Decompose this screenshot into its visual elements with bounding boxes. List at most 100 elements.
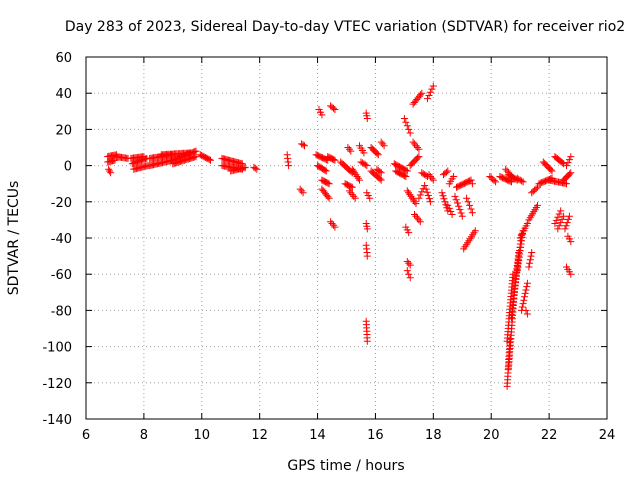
data-point <box>464 198 472 206</box>
data-point <box>523 279 531 287</box>
data-point <box>548 167 556 175</box>
data-point <box>554 213 562 221</box>
data-point <box>516 176 524 184</box>
data-point <box>467 205 475 213</box>
data-point <box>408 194 416 202</box>
data-point <box>416 218 424 226</box>
data-point <box>373 150 381 157</box>
data-point <box>418 169 426 177</box>
x-tick-label: 10 <box>194 428 211 443</box>
data-point <box>331 156 339 164</box>
data-point <box>411 140 418 148</box>
data-point <box>415 145 423 153</box>
data-point <box>363 162 371 170</box>
data-point <box>444 201 452 209</box>
data-point <box>406 261 414 269</box>
data-point <box>105 165 113 173</box>
data-point <box>363 337 371 345</box>
x-tick-labels: 6 8 10 12 14 16 18 20 22 24 <box>82 428 615 443</box>
data-point <box>192 153 200 161</box>
data-point <box>250 163 258 171</box>
data-point <box>525 263 533 271</box>
data-point <box>429 82 437 90</box>
data-point <box>440 195 448 203</box>
data-point <box>403 122 411 130</box>
data-point <box>555 222 563 230</box>
x-tick-label: 20 <box>483 428 500 443</box>
data-point <box>354 174 362 182</box>
data-point <box>411 211 418 218</box>
chart-title: Day 283 of 2023, Sidereal Day-to-day VTE… <box>65 19 625 35</box>
data-point <box>445 204 453 212</box>
data-point <box>526 256 534 264</box>
data-point <box>376 175 384 183</box>
data-point <box>418 89 426 97</box>
data-point <box>207 156 214 164</box>
data-point <box>463 194 471 202</box>
data-point <box>428 174 436 182</box>
data-point <box>415 216 423 224</box>
data-point <box>344 144 352 151</box>
data-point <box>411 198 419 206</box>
data-point <box>532 185 540 193</box>
data-point <box>363 252 371 260</box>
data-point <box>205 156 213 163</box>
y-tick-labels: -140 -120 -100 -80 -60 -40 -20 0 20 40 60 <box>42 51 72 428</box>
data-point <box>523 283 531 291</box>
data-point <box>413 214 421 222</box>
data-point <box>426 173 434 180</box>
data-point <box>330 156 338 164</box>
data-point <box>324 179 332 187</box>
data-point <box>351 169 359 177</box>
data-point <box>560 160 568 168</box>
data-point <box>403 267 411 275</box>
data-point <box>406 191 414 199</box>
data-point <box>348 165 356 173</box>
data-point <box>412 200 420 208</box>
x-tick-label: 24 <box>599 428 616 443</box>
data-point <box>552 216 560 224</box>
data-point <box>415 153 423 161</box>
data-point <box>415 194 423 202</box>
data-point <box>296 185 304 193</box>
data-point <box>405 259 413 267</box>
data-point <box>351 194 359 202</box>
data-point <box>519 178 527 186</box>
data-point <box>331 223 339 231</box>
data-point <box>439 192 447 200</box>
x-axis-label: GPS time / hours <box>287 458 404 474</box>
data-point <box>527 252 535 260</box>
axis-ticks <box>85 56 608 420</box>
data-point <box>405 189 412 197</box>
data-point <box>348 191 356 199</box>
data-point <box>566 170 574 178</box>
data-point <box>299 189 307 197</box>
data-point <box>412 212 420 220</box>
data-point <box>298 187 306 195</box>
x-tick-label: 6 <box>82 428 90 443</box>
data-point <box>330 104 337 112</box>
y-tick-label: -60 <box>51 268 72 283</box>
data-point <box>416 191 424 199</box>
data-point <box>405 229 413 237</box>
data-point <box>298 140 306 148</box>
data-point <box>107 169 115 177</box>
data-point <box>565 156 573 164</box>
data-point <box>424 95 431 103</box>
x-tick-label: 16 <box>367 428 384 443</box>
data-point <box>106 167 114 175</box>
data-point <box>561 225 569 233</box>
data-point <box>442 168 450 176</box>
data-point <box>409 138 417 146</box>
x-tick-label: 12 <box>251 428 268 443</box>
data-point <box>526 259 534 267</box>
data-point <box>285 162 293 170</box>
data-point <box>350 192 358 200</box>
data-point <box>563 180 570 188</box>
data-point <box>451 192 459 200</box>
data-point <box>424 192 432 199</box>
x-tick-label: 22 <box>541 428 558 443</box>
data-point <box>567 238 575 246</box>
data-point <box>467 176 475 184</box>
